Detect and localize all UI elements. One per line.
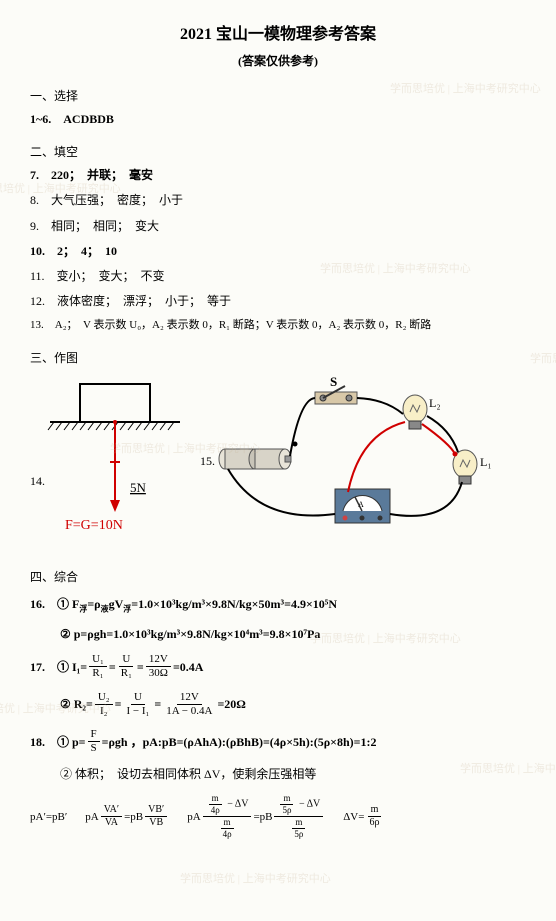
circuit-diagram-svg: A S L₂ bbox=[200, 374, 500, 544]
diagram-15: 15. A bbox=[200, 374, 526, 544]
q17-1: 17. ① I₁= U₁R₁ = UR₁ = 12V30Ω =0.4A bbox=[30, 653, 526, 680]
svg-text:F=G=10N: F=G=10N bbox=[65, 518, 123, 533]
q11: 11. 变小； 变大； 不变 bbox=[30, 267, 526, 286]
q7: 7. 220； 并联； 毫安 bbox=[30, 166, 526, 185]
svg-text:5N: 5N bbox=[130, 480, 147, 495]
svg-text:S: S bbox=[330, 374, 337, 389]
eq-2: pA VA′VA =pB VB′VB bbox=[85, 804, 169, 829]
section-1-head: 一、选择 bbox=[30, 87, 526, 104]
eq-3: pA m4ρ − ΔV m4ρ =pB m5ρ − ΔV m5ρ bbox=[187, 793, 325, 839]
q16-2: ② p=ρgh=1.0×10³kg/m³×9.8N/kg×10⁴m³=9.8×1… bbox=[60, 625, 526, 643]
q17-2: ② R₂= U₂I₂ = UI − I₁ = 12V1A − 0.4A =20Ω bbox=[60, 691, 526, 718]
q10: 10. 2； 4； 10 bbox=[30, 242, 526, 261]
eq-1: pA′=pB′ bbox=[30, 811, 67, 823]
q13: 13. A₂； V 表示数 U₀，A₂ 表示数 0，R₁ 断路；V 表示数 0，… bbox=[30, 317, 526, 335]
section-2-head: 二、填空 bbox=[30, 143, 526, 160]
q12: 12. 液体密度； 漂浮； 小于； 等于 bbox=[30, 292, 526, 311]
section-3-head: 三、作图 bbox=[30, 349, 526, 366]
page: 2021 宝山一模物理参考答案 (答案仅供参考) 一、选择 1~6. ACDBD… bbox=[0, 0, 556, 860]
section-4-head: 四、综合 bbox=[30, 568, 526, 585]
q18-2: ② 体积； 设切去相同体积 ΔV，使剩余压强相等 bbox=[60, 765, 526, 783]
answer-1-6: 1~6. ACDBDB bbox=[30, 110, 526, 129]
svg-text:A: A bbox=[358, 500, 364, 509]
q16-1: 16. ① F浮=ρ液gV浮=1.0×10³kg/m³×9.8N/kg×50m³… bbox=[30, 595, 526, 615]
eq-4: ΔV= m6ρ bbox=[343, 804, 384, 829]
svg-text:L₁: L₁ bbox=[480, 455, 492, 469]
q8: 8. 大气压强； 密度； 小于 bbox=[30, 191, 526, 210]
svg-text:L₂: L₂ bbox=[429, 396, 441, 410]
force-diagram-svg: 5N F=G=10N bbox=[30, 374, 200, 534]
q14-number: 14. bbox=[30, 474, 45, 489]
doc-title: 2021 宝山一模物理参考答案 bbox=[30, 20, 526, 44]
q18-equations: pA′=pB′ pA VA′VA =pB VB′VB pA m4ρ − ΔV m… bbox=[30, 793, 526, 839]
q18-1: 18. ① p= FS =ρgh ，pA:pB=(ρAhA):(ρBhB)=(4… bbox=[30, 728, 526, 755]
diagram-14: 14. 5N F=G=10N bbox=[30, 374, 200, 534]
diagram-row: 14. 5N F=G=10N bbox=[30, 374, 526, 544]
q9: 9. 相同； 相同； 变大 bbox=[30, 217, 526, 236]
q15-number: 15. bbox=[200, 454, 215, 469]
watermark: 学而思培优 | 上海中考研究中心 bbox=[180, 870, 331, 886]
doc-subtitle: (答案仅供参考) bbox=[30, 52, 526, 69]
